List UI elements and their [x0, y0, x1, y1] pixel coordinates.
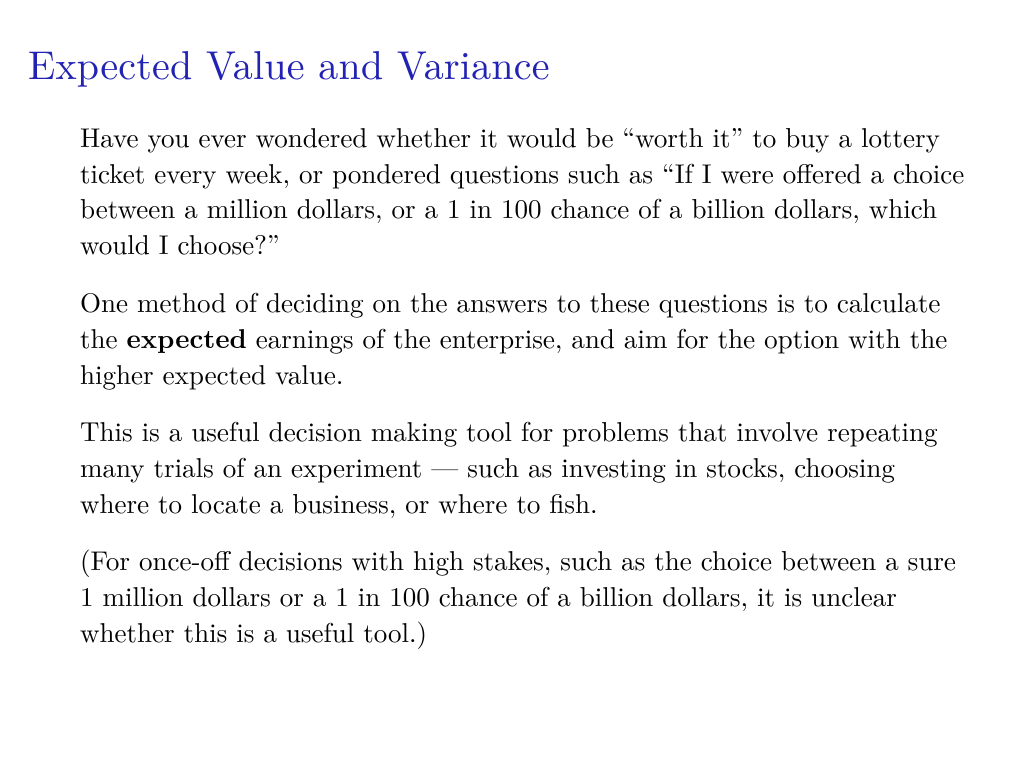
slide-body: Have you ever wondered whether it would … — [28, 119, 992, 649]
paragraph: One method of deciding on the answers to… — [80, 284, 972, 392]
paragraph: (For once-off decisions with high stakes… — [80, 542, 972, 649]
text-run: Have you ever wondered whether it would … — [80, 117, 964, 262]
text-run-bold: expected — [127, 317, 247, 356]
slide: Expected Value and Variance Have you eve… — [0, 0, 1020, 764]
slide-title: Expected Value and Variance — [28, 34, 992, 91]
text-run: (For once-off decisions with high stakes… — [80, 540, 956, 649]
paragraph: Have you ever wondered whether it would … — [80, 119, 972, 262]
paragraph: This is a useful decision making tool fo… — [80, 413, 972, 520]
text-run: This is a useful decision making tool fo… — [80, 411, 938, 520]
